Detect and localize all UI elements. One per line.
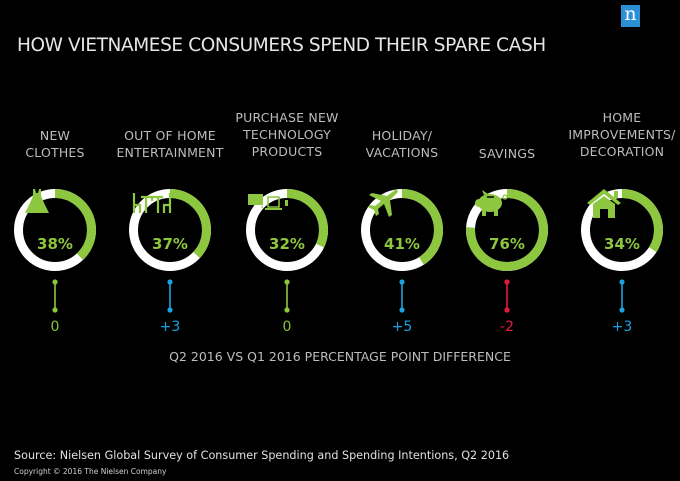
devices-icon <box>248 194 288 210</box>
donut-chart <box>466 189 548 271</box>
category-label-line: IMPROVEMENTS/ <box>568 127 676 142</box>
donut-ring: 76% <box>464 187 550 273</box>
percent-value: 32% <box>269 235 305 253</box>
donut-ring: 38% <box>12 187 98 273</box>
percent-value: 37% <box>152 235 188 253</box>
category-label-line: HOLIDAY/ <box>371 128 433 143</box>
category-label: HOLIDAY/VACATIONS <box>332 127 472 161</box>
donut-ring: 32% <box>244 187 330 273</box>
percent-value: 34% <box>604 235 640 253</box>
category-label: NEW CLOTHES <box>0 127 125 161</box>
category-label-line: ENTERTAINMENT <box>116 145 224 160</box>
connector-line <box>51 279 59 313</box>
category-label-line: NEW <box>39 128 71 143</box>
category-label-line: HOME <box>602 110 642 125</box>
donut-chart <box>246 189 328 271</box>
dress-icon <box>25 189 49 213</box>
donut-ring: 34% <box>579 187 665 273</box>
difference-value: +3 <box>159 319 181 335</box>
piggy-bank-icon <box>475 190 508 216</box>
connector-line <box>166 279 174 313</box>
category-label: PURCHASE NEW TECHNOLOGY PRODUCTS <box>217 109 357 160</box>
donut-chart <box>14 189 96 271</box>
copyright-note: Copyright © 2016 The Nielsen Company <box>14 467 167 476</box>
category-label: OUT OF HOME ENTERTAINMENT <box>100 127 240 161</box>
category-label-line: TECHNOLOGY <box>243 127 331 142</box>
house-icon <box>587 189 621 218</box>
difference-caption: Q2 2016 VS Q1 2016 PERCENTAGE POINT DIFF… <box>169 349 511 364</box>
category-label-line: SAVINGS <box>478 146 536 161</box>
category-label-line: VACATIONS <box>365 145 439 160</box>
category-label: HOME IMPROVEMENTS/DECORATION <box>552 109 680 160</box>
donut-chart <box>361 189 443 271</box>
nielsen-logo: n <box>621 5 640 27</box>
difference-value: 0 <box>282 319 292 335</box>
difference-value: -2 <box>500 319 514 335</box>
difference-value: +3 <box>611 319 633 335</box>
category-label-line: CLOTHES <box>25 145 85 160</box>
connector-line <box>283 279 291 313</box>
percent-value: 38% <box>37 235 73 253</box>
page-title: HOW VIETNAMESE CONSUMERS SPEND THEIR SPA… <box>17 35 546 56</box>
donut-ring: 41% <box>359 187 445 273</box>
category-label: SAVINGS <box>437 145 577 162</box>
connector-line <box>618 279 626 313</box>
airplane-icon <box>368 189 398 217</box>
difference-value: 0 <box>50 319 60 335</box>
connector-line <box>398 279 406 313</box>
difference-value: +5 <box>391 319 413 335</box>
category-label-line: PURCHASE NEW <box>235 110 339 125</box>
category-label-line: OUT OF HOME <box>124 128 216 143</box>
percent-value: 41% <box>384 235 420 253</box>
category-label-line: DECORATION <box>579 144 665 159</box>
source-note: Source: Nielsen Global Survey of Consume… <box>14 449 510 462</box>
category-label-line: PRODUCTS <box>251 144 323 159</box>
dining-table-icon <box>132 193 172 213</box>
connector-line <box>503 279 511 313</box>
donut-ring: 37% <box>127 187 213 273</box>
percent-value: 76% <box>489 235 525 253</box>
donut-chart <box>581 189 663 271</box>
